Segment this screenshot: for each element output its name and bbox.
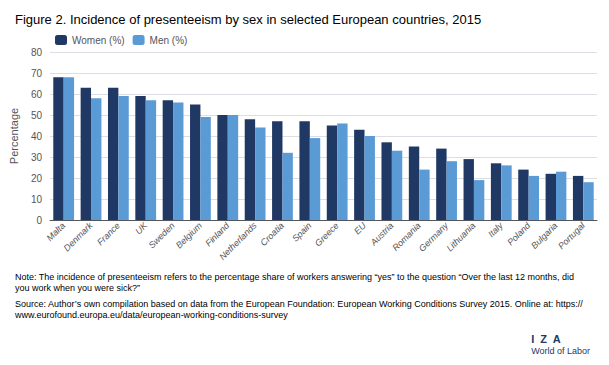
svg-text:0: 0 (36, 215, 42, 226)
svg-text:Sweden: Sweden (147, 220, 177, 250)
svg-text:Percentage: Percentage (8, 108, 20, 164)
svg-text:Source: Author’s own compilati: Source: Author’s own compilation based o… (15, 299, 583, 309)
svg-text:Germany: Germany (417, 220, 451, 254)
svg-text:70: 70 (31, 68, 43, 79)
svg-text:you work when you were sick?”: you work when you were sick?” (15, 283, 140, 293)
svg-text:20: 20 (31, 173, 43, 184)
svg-text:EU: EU (352, 220, 368, 236)
svg-text:Denmark: Denmark (62, 220, 95, 253)
svg-text:Men (%): Men (%) (150, 35, 188, 46)
svg-text:60: 60 (31, 89, 43, 100)
svg-text:Portugal: Portugal (556, 220, 587, 251)
svg-text:50: 50 (31, 110, 43, 121)
svg-text:Figure 2. Incidence of present: Figure 2. Incidence of presenteeism by s… (15, 12, 481, 27)
svg-text:Lithuania: Lithuania (445, 220, 478, 253)
svg-text:Women (%): Women (%) (72, 35, 125, 46)
svg-text:Greece: Greece (313, 220, 341, 248)
svg-text:10: 10 (31, 194, 43, 205)
svg-text:Croatia: Croatia (258, 220, 286, 248)
svg-text:France: France (95, 220, 122, 247)
svg-text:80: 80 (31, 47, 43, 58)
svg-text:Malta: Malta (45, 220, 68, 243)
svg-text:Italy: Italy (486, 220, 505, 239)
svg-text:Poland: Poland (505, 220, 533, 248)
svg-text:40: 40 (31, 131, 43, 142)
svg-text:Finland: Finland (203, 220, 232, 249)
svg-text:Austria: Austria (368, 220, 396, 248)
svg-text:World of Labor: World of Labor (531, 346, 590, 356)
svg-text:www.eurofound.europa.eu/data/e: www.eurofound.europa.eu/data/european-wo… (14, 310, 288, 320)
svg-text:Spain: Spain (290, 220, 313, 243)
svg-text:Netherlands: Netherlands (217, 220, 259, 262)
svg-text:Note: The incidence of present: Note: The incidence of presenteeism refe… (15, 272, 577, 282)
svg-text:Bulgaria: Bulgaria (529, 220, 559, 250)
svg-text:Romania: Romania (390, 220, 423, 253)
svg-text:Belgium: Belgium (174, 220, 204, 250)
svg-text:I Z A: I Z A (531, 333, 561, 345)
svg-text:30: 30 (31, 152, 43, 163)
svg-text:UK: UK (133, 220, 150, 237)
